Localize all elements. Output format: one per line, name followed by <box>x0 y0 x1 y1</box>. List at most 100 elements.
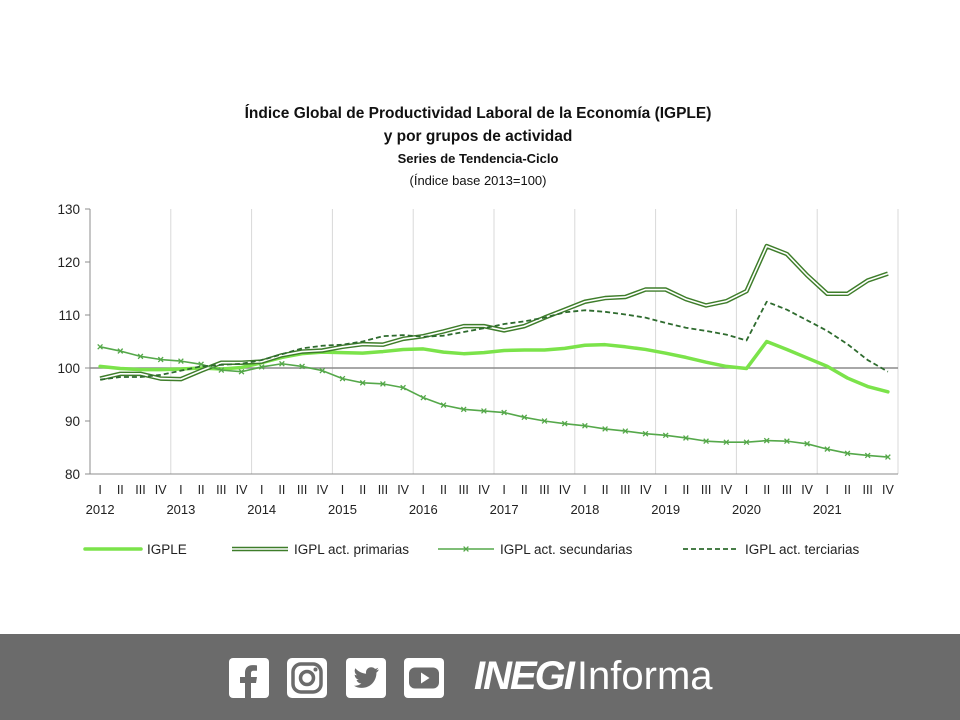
series-point-secundarias <box>541 418 548 424</box>
x-tick-label: I <box>583 483 586 497</box>
twitter-icon[interactable] <box>346 658 386 698</box>
x-tick-label: II <box>521 483 528 497</box>
series-line-secundarias <box>99 346 888 458</box>
x-tick-label: I <box>422 483 425 497</box>
chart-note: (Índice base 2013=100) <box>410 173 547 188</box>
x-tick-label: I <box>341 483 344 497</box>
legend-label: IGPL act. primarias <box>294 542 409 557</box>
series-point-secundarias <box>157 356 164 363</box>
legend-label: IGPLE <box>147 542 187 557</box>
series-point-secundarias <box>683 435 689 441</box>
series-point-secundarias <box>501 409 507 416</box>
x-tick-label: IV <box>801 483 813 497</box>
x-tick-label: III <box>701 483 711 497</box>
x-tick-label: IV <box>640 483 652 497</box>
y-tick-label: 80 <box>65 467 80 482</box>
y-tick-label: 130 <box>57 202 80 217</box>
year-label: 2013 <box>166 502 195 517</box>
series-point-secundarias <box>642 430 649 437</box>
x-tick-label: I <box>98 483 101 497</box>
year-label: 2021 <box>813 502 842 517</box>
series-line-terciarias <box>99 300 889 381</box>
x-tick-label: III <box>620 483 630 497</box>
year-label: 2020 <box>732 502 761 517</box>
year-label: 2019 <box>651 502 680 517</box>
x-tick-label: IV <box>155 483 167 497</box>
legend: IGPLE IGPL act. primarias IGPL act. secund… <box>83 542 860 557</box>
series-point-secundarias <box>238 368 245 375</box>
series-point-secundarias <box>481 408 487 414</box>
series-point-secundarias <box>844 450 851 457</box>
series-point-secundarias <box>521 414 528 421</box>
series-point-secundarias <box>380 381 386 387</box>
chart-subtitle: Series de Tendencia-Ciclo <box>398 151 559 166</box>
x-tick-label: IV <box>882 483 894 497</box>
series-point-secundarias <box>582 422 588 429</box>
series-line-primarias-inner <box>99 245 889 380</box>
series-point-secundarias <box>319 367 326 374</box>
x-tick-label: III <box>539 483 549 497</box>
chart-title: Índice Global de Productividad Laboral d… <box>245 105 712 122</box>
y-tick-label: 90 <box>65 414 80 429</box>
y-tick-label: 100 <box>57 361 80 376</box>
series-point-secundarias <box>622 428 629 434</box>
x-tick-label: IV <box>559 483 571 497</box>
brand-strong: INEGI <box>474 654 575 698</box>
series-point-secundarias <box>864 452 871 459</box>
x-tick-label: III <box>458 483 468 497</box>
series-point-secundarias <box>602 426 608 432</box>
series-point-secundarias <box>299 363 305 370</box>
series-point-secundarias <box>178 358 184 364</box>
year-label: 2018 <box>570 502 599 517</box>
series-point-secundarias <box>723 439 730 446</box>
x-tick-label: II <box>359 483 366 497</box>
series-point-secundarias <box>117 348 124 354</box>
x-tick-label: I <box>179 483 182 497</box>
x-tick-label: III <box>378 483 388 497</box>
legend-marker <box>463 546 469 552</box>
youtube-icon[interactable] <box>404 658 444 698</box>
year-label: 2016 <box>409 502 438 517</box>
x-tick-label: IV <box>236 483 248 497</box>
series-point-secundarias <box>784 438 790 444</box>
instagram-icon[interactable] <box>287 658 327 698</box>
series-point-secundarias <box>218 367 225 373</box>
footer-bar: INEGI Informa <box>0 634 960 720</box>
brand-logo: INEGI Informa <box>474 654 713 700</box>
year-label: 2015 <box>328 502 357 517</box>
chart: Índice Global de Productividad Laboral d… <box>57 105 899 557</box>
x-tick-label: I <box>826 483 829 497</box>
x-tick-label: II <box>844 483 851 497</box>
series-point-secundarias <box>703 438 709 444</box>
series-point-secundarias <box>137 353 144 360</box>
facebook-icon[interactable] <box>229 658 269 698</box>
legend-label: IGPL act. secundarias <box>500 542 633 557</box>
year-label: 2017 <box>490 502 519 517</box>
series-point-secundarias <box>400 384 406 391</box>
x-tick-label: II <box>278 483 285 497</box>
x-tick-label: II <box>763 483 770 497</box>
x-tick-label: II <box>440 483 447 497</box>
x-tick-label: IV <box>397 483 409 497</box>
x-tick-label: II <box>682 483 689 497</box>
x-tick-label: III <box>782 483 792 497</box>
x-tick-label: III <box>862 483 872 497</box>
series-point-secundarias <box>885 454 891 460</box>
y-tick-label: 120 <box>57 255 80 270</box>
x-tick-label: I <box>502 483 505 497</box>
series-point-secundarias <box>804 440 810 447</box>
x-tick-label: III <box>297 483 307 497</box>
year-label: 2012 <box>86 502 115 517</box>
x-tick-label: III <box>135 483 145 497</box>
x-tick-label: II <box>117 483 124 497</box>
x-tick-label: III <box>216 483 226 497</box>
x-tick-label: IV <box>720 483 732 497</box>
brand-light: Informa <box>576 654 713 698</box>
year-label: 2014 <box>247 502 276 517</box>
series-point-secundarias <box>561 420 568 427</box>
x-tick-label: I <box>745 483 748 497</box>
series-point-secundarias <box>359 379 366 386</box>
x-tick-label: II <box>602 483 609 497</box>
series-point-secundarias <box>279 360 285 367</box>
